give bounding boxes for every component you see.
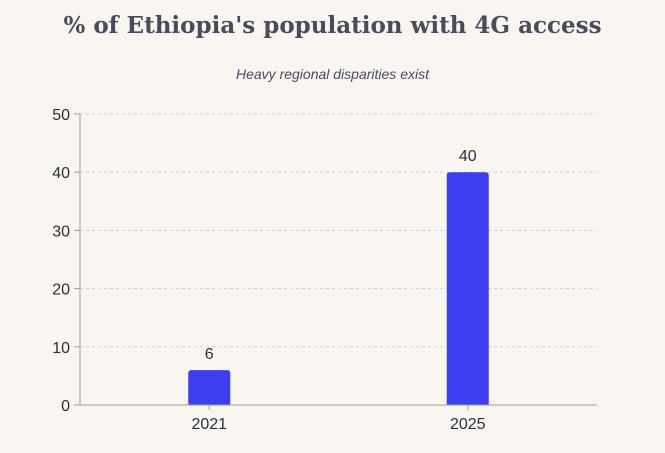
- data-label-2021: 6: [205, 346, 214, 363]
- y-tick-label: 40: [52, 165, 70, 182]
- y-tick-label: 50: [52, 107, 70, 124]
- y-tick-label: 30: [52, 223, 70, 240]
- x-tick-label-2021: 2021: [191, 416, 227, 433]
- gridlines: [80, 113, 597, 348]
- y-axis-ticks: 0 10 20 30 40 50: [52, 107, 80, 415]
- x-axis-ticks: 2021 2025: [191, 405, 486, 433]
- chart-subtitle: Heavy regional disparities exist: [236, 66, 429, 82]
- data-label-2025: 40: [459, 148, 477, 165]
- data-labels: 6 40: [205, 148, 477, 363]
- chart-title: % of Ethiopia's population with 4G acces…: [63, 12, 602, 39]
- bars: [188, 172, 489, 405]
- x-tick-label-2025: 2025: [450, 416, 486, 433]
- bar-2021: [188, 370, 231, 405]
- y-tick-label: 20: [52, 282, 70, 299]
- bar-2025: [446, 172, 489, 405]
- y-tick-label: 10: [52, 340, 70, 357]
- y-tick-label: 0: [61, 398, 70, 415]
